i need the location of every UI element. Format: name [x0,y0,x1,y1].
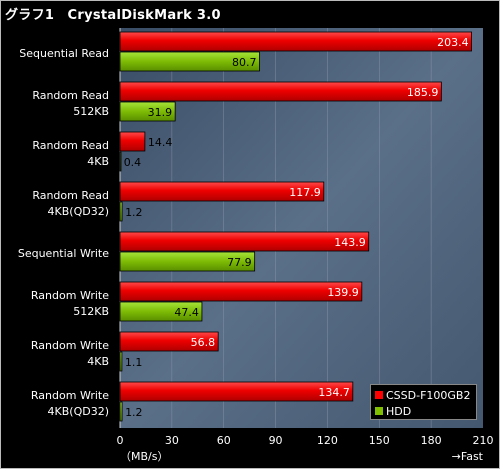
bar-value-label: 14.4 [148,136,173,149]
bar-value-label: 80.7 [232,56,257,69]
category-label: Sequential Read [19,47,109,60]
bar-ssd [119,31,472,52]
category-label: Random Write [31,389,109,402]
category-label: 4KB [87,155,109,168]
legend: CSSD-F100GB2 HDD [370,384,477,420]
bars: 203.4 80.7 185.9 31.9 14.4 0.4 117.9 1.2 143.9 77… [119,31,472,422]
bar-value-label: 77.9 [227,256,252,269]
bar-ssd [119,131,146,152]
category-label: 4KB [87,355,109,368]
bar-value-label: 56.8 [191,336,216,349]
bar-value-label: 117.9 [289,186,321,199]
legend-item-ssd: CSSD-F100GB2 [375,387,476,403]
x-tick-label: 180 [421,434,442,447]
bar-ssd [119,81,442,102]
category-label: 512KB [73,305,109,318]
legend-swatch-hdd [375,407,383,415]
category-labels: Sequential Read Random Read 512KB Random Re… [18,47,109,418]
bar-value-label: 1.2 [125,206,142,219]
x-tick-label: 30 [165,434,179,447]
bar-ssd [119,281,363,302]
category-label: 4KB(QD32) [48,205,109,218]
bar-hdd [119,51,260,72]
bar-ssd [119,331,219,352]
bar-value-label: 31.9 [148,106,173,119]
bar-value-label: 185.9 [407,86,439,99]
bar-ssd [119,181,325,202]
legend-label-hdd: HDD [386,404,412,418]
category-label: Sequential Write [18,247,109,260]
direction-label: →Fast [452,450,484,463]
bar-hdd [119,201,123,222]
bar-value-label: 134.7 [318,386,350,399]
bar-value-label: 1.2 [125,406,142,419]
x-tick-label: 60 [217,434,231,447]
bar-hdd [119,301,203,322]
bar-value-label: 0.4 [124,156,142,169]
category-label: 4KB(QD32) [48,405,109,418]
bar-hdd [119,101,176,122]
chart-title: グラフ1 CrystalDiskMark 3.0 [5,8,221,23]
bar-ssd [119,231,370,252]
bar-value-label: 143.9 [334,236,366,249]
legend-item-hdd: HDD [375,403,476,419]
x-tick-label: 210 [473,434,494,447]
bar-hdd [119,401,123,422]
x-tick-label: 150 [369,434,390,447]
legend-swatch-ssd [375,391,383,399]
legend-label-ssd: CSSD-F100GB2 [386,388,471,402]
x-tick-label: 0 [117,434,124,447]
category-label: Random Read [32,139,109,152]
category-label: Random Read [32,189,109,202]
bar-value-label: 47.4 [174,306,199,319]
x-axis-label: （MB/s） [120,450,168,463]
bar-value-label: 203.4 [437,36,469,49]
x-tick-label: 90 [269,434,283,447]
x-tick-label: 120 [317,434,338,447]
bar-ssd [119,381,354,402]
bar-value-label: 1.1 [125,356,143,369]
category-label: 512KB [73,105,109,118]
bar-hdd [119,151,122,172]
category-label: Random Read [32,89,109,102]
bar-value-label: 139.9 [327,286,359,299]
bar-hdd [119,351,123,372]
category-label: Random Write [31,289,109,302]
bar-hdd [119,251,256,272]
category-label: Random Write [31,339,109,352]
x-axis-ticks: 0 30 60 90 120 150 180 210 [117,434,494,447]
